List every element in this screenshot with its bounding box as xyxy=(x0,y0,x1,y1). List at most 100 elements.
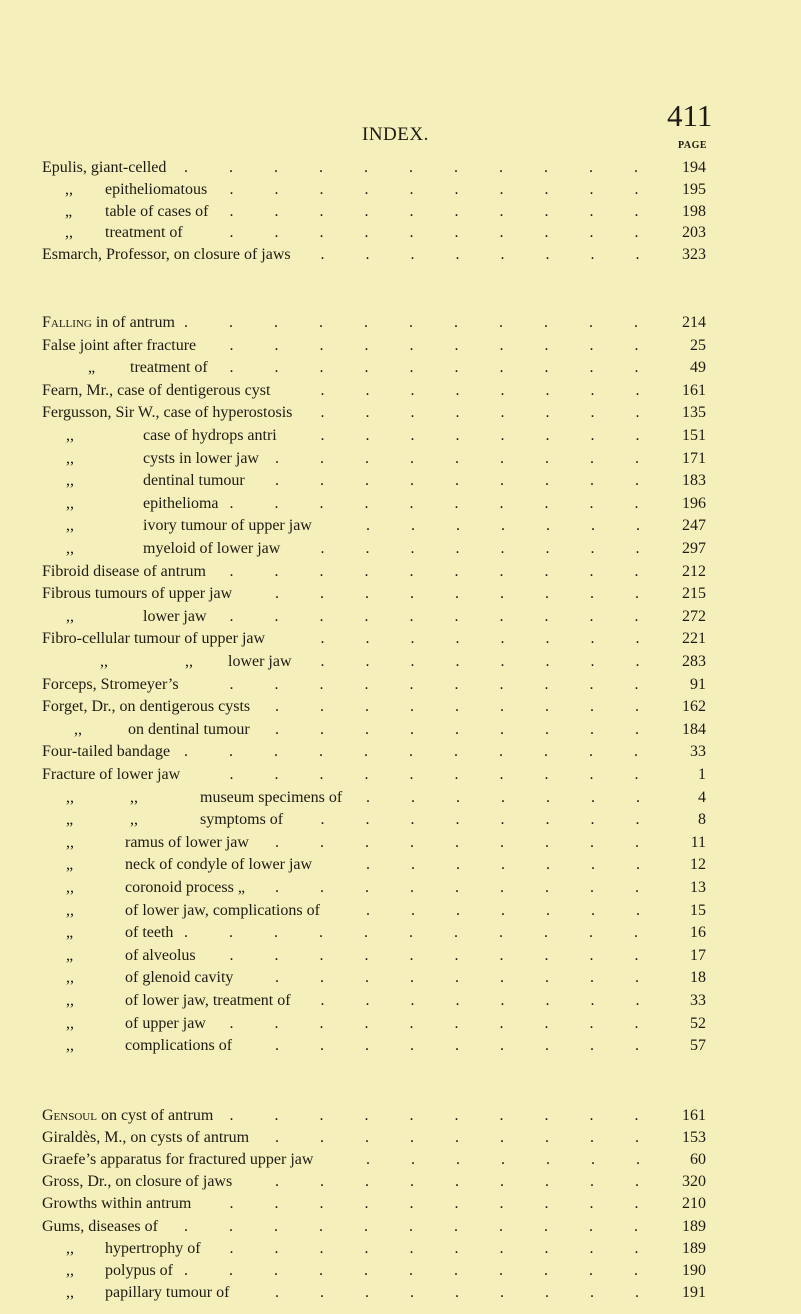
page-reference: 33 xyxy=(690,743,706,761)
dot-leader: ......... xyxy=(275,585,680,603)
ditto-mark: ,, xyxy=(66,1283,74,1301)
entry-heading: Falling in of antrum xyxy=(42,312,175,334)
entry-text: Epulis, giant-celled xyxy=(42,159,167,176)
page-number: 411 xyxy=(667,98,713,133)
entry-text: in of antrum xyxy=(91,314,175,331)
page-reference: 189 xyxy=(682,1217,706,1235)
index-entry: ,, epithelioma.......... 196 xyxy=(0,493,801,515)
ditto-mark: ,, xyxy=(66,992,74,1009)
dot-leader: .......... xyxy=(229,359,680,377)
page-reference: 297 xyxy=(682,540,706,557)
entry-text: museum specimens of xyxy=(200,788,343,806)
ditto-mark: ,, xyxy=(74,720,82,738)
page-reference: 15 xyxy=(690,901,706,919)
entry-text: symptoms of xyxy=(200,811,284,829)
index-entry: Forget, Dr., on dentigerous cysts.......… xyxy=(0,696,801,718)
entry-text: Gross, Dr., on closure of jaws xyxy=(42,1173,233,1191)
dot-leader: .......... xyxy=(229,1014,680,1032)
entry-heading: ivory tumour of upper jaw xyxy=(143,515,312,537)
entry-text: Graefe’s apparatus for fractured upper j… xyxy=(42,1151,314,1169)
ditto-mark: ,, xyxy=(65,180,73,198)
entry-text: coronoid process „ xyxy=(125,879,245,896)
entry-heading: polypus of xyxy=(105,1260,173,1282)
index-entry: ,, dentinal tumour......... 183 xyxy=(0,470,801,492)
dot-leader: ......... xyxy=(275,1129,680,1147)
dot-leader: ........... xyxy=(184,924,679,942)
dot-leader: ........ xyxy=(320,630,681,648)
page-reference: 161 xyxy=(682,381,706,399)
entry-text: of alveolus xyxy=(125,946,196,964)
entry-text: of glenoid cavity xyxy=(125,969,234,987)
entry-heading: Graefe’s apparatus for fractured upper j… xyxy=(42,1149,313,1171)
page-reference: 91 xyxy=(690,675,706,693)
page-reference: 25 xyxy=(690,336,706,354)
entry-heading: of lower jaw, treatment of xyxy=(125,990,291,1012)
entry-heading: Fibro-cellular tumour of upper jaw xyxy=(42,628,265,650)
entry-heading: cysts in lower jaw xyxy=(143,448,259,470)
dot-leader: ........... xyxy=(184,314,679,331)
dot-leader: .......... xyxy=(229,1195,680,1213)
page-reference: 162 xyxy=(682,698,706,716)
page-reference: 189 xyxy=(682,1239,706,1257)
entry-text: complications of xyxy=(125,1037,233,1055)
ditto-mark: „ xyxy=(66,811,74,829)
entry-text: Fibrous tumours of upper jaw xyxy=(42,585,233,603)
entry-heading: epithelioma xyxy=(143,493,219,515)
page-reference: 17 xyxy=(690,946,706,964)
page-reference: 183 xyxy=(682,472,706,490)
index-entry: ,,,, lower jaw........ 283 xyxy=(0,651,801,673)
index-entry: ,, of glenoid cavity......... 18 xyxy=(0,967,801,989)
entry-text: Growths within antrum xyxy=(42,1195,192,1213)
entry-heading: treatment of xyxy=(105,222,183,244)
ditto-mark: ,, xyxy=(66,607,74,625)
page-reference: 12 xyxy=(690,856,706,874)
dot-leader: .......... xyxy=(229,494,680,512)
entry-heading: False joint after fracture xyxy=(42,335,196,357)
index-entry: Gums, diseases of........... 189 xyxy=(0,1216,801,1238)
dot-leader: ........... xyxy=(184,743,679,761)
entry-heading: of alveolus xyxy=(125,945,196,967)
index-entry: Esmarch, Professor, on closure of jaws..… xyxy=(0,244,801,266)
entry-text: ramus of lower jaw xyxy=(125,833,249,851)
ditto-mark: ,, xyxy=(66,833,74,851)
entry-text: epithelioma xyxy=(143,494,219,512)
entry-heading: hypertrophy of xyxy=(105,1238,201,1260)
ditto-mark: ,, xyxy=(66,517,74,535)
page-reference: 16 xyxy=(690,924,706,942)
ditto-mark: ,, xyxy=(100,653,108,670)
dot-leader: .......... xyxy=(229,180,680,198)
page-reference: 190 xyxy=(682,1261,706,1279)
index-entry: Growths within antrum.......... 210 xyxy=(0,1193,801,1215)
ditto-mark: ,, xyxy=(66,901,74,919)
entry-text: myeloid of lower jaw xyxy=(143,540,281,557)
entry-text: Gums, diseases of xyxy=(42,1217,158,1235)
entry-heading: Giraldès, M., on cysts of antrum xyxy=(42,1127,249,1149)
entry-text: table of cases of xyxy=(105,202,209,220)
dot-leader: ......... xyxy=(275,833,680,851)
dot-leader: ......... xyxy=(275,472,680,490)
ditto-mark: ,, xyxy=(66,969,74,987)
entry-text: hypertrophy of xyxy=(105,1239,201,1257)
entry-heading: Fracture of lower jaw xyxy=(42,764,180,786)
entry-lead-word: Falling xyxy=(42,314,92,331)
entry-heading: treatment of xyxy=(130,357,208,379)
index-entry: Graefe’s apparatus for fractured upper j… xyxy=(0,1149,801,1171)
index-entry: ,, on dentinal tumour......... 184 xyxy=(0,719,801,741)
entry-heading: Forget, Dr., on dentigerous cysts xyxy=(42,696,250,718)
entry-text: Four-tailed bandage xyxy=(42,743,171,761)
entry-heading: Fibrous tumours of upper jaw xyxy=(42,583,232,605)
index-entry: ,, treatment of.......... 203 xyxy=(0,222,801,244)
index-entry: ,, polypus of........... 190 xyxy=(0,1260,801,1282)
ditto-mark: ,, xyxy=(66,427,74,444)
dot-leader: .......... xyxy=(229,675,680,693)
page-reference: 272 xyxy=(682,607,706,625)
page-reference: 198 xyxy=(682,202,706,220)
entry-text: cysts in lower jaw xyxy=(143,449,259,467)
entry-heading: Fearn, Mr., case of dentigerous cyst xyxy=(42,380,270,402)
entry-heading: Growths within antrum xyxy=(42,1193,191,1215)
index-entry: ,, ramus of lower jaw......... 11 xyxy=(0,832,801,854)
dot-leader: ........ xyxy=(320,653,681,670)
dot-leader: ......... xyxy=(275,698,680,716)
entry-text: papillary tumour of xyxy=(105,1283,230,1301)
entry-heading: Gums, diseases of xyxy=(42,1216,158,1238)
